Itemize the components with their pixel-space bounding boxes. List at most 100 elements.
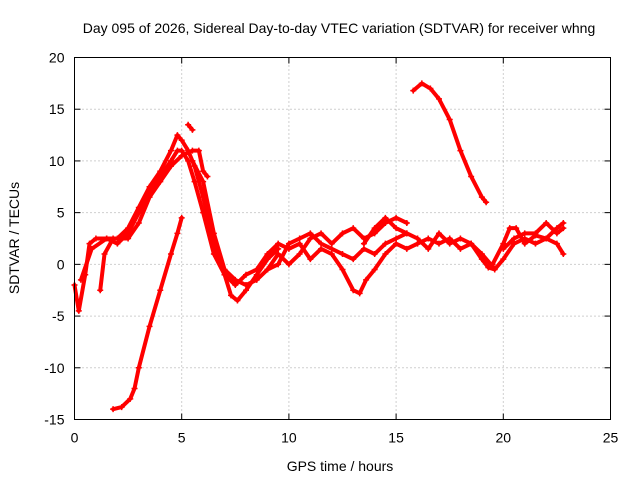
data-point bbox=[560, 219, 567, 226]
y-axis-label: SDTVAR / TECUs bbox=[6, 182, 22, 294]
data-point bbox=[167, 157, 174, 164]
data-point bbox=[318, 245, 325, 252]
data-point bbox=[178, 137, 185, 144]
data-point bbox=[485, 264, 492, 271]
data-point bbox=[403, 245, 410, 252]
data-point bbox=[285, 261, 292, 268]
chart-title: Day 095 of 2026, Sidereal Day-to-day VTE… bbox=[83, 20, 596, 36]
data-point bbox=[200, 168, 207, 175]
x-tick-label: 25 bbox=[603, 430, 619, 446]
series-line bbox=[111, 215, 184, 412]
data-point bbox=[435, 240, 442, 247]
data-point bbox=[131, 385, 138, 392]
data-point bbox=[414, 240, 421, 247]
data-point bbox=[393, 235, 400, 242]
data-point bbox=[446, 116, 453, 123]
data-point bbox=[360, 240, 367, 247]
data-point bbox=[253, 266, 260, 273]
data-point bbox=[101, 251, 108, 258]
data-point bbox=[127, 395, 134, 402]
data-point bbox=[382, 240, 389, 247]
y-tick-label: 10 bbox=[49, 153, 65, 169]
data-point bbox=[382, 251, 389, 258]
data-point bbox=[318, 230, 325, 237]
data-point bbox=[178, 214, 185, 221]
data-point bbox=[135, 219, 142, 226]
data-point bbox=[521, 230, 528, 237]
series-track-i bbox=[360, 214, 410, 247]
x-tick-label: 10 bbox=[281, 430, 297, 446]
data-point bbox=[189, 126, 196, 133]
data-point bbox=[350, 225, 357, 232]
data-point bbox=[339, 266, 346, 273]
data-point bbox=[425, 245, 432, 252]
data-point bbox=[110, 235, 117, 242]
data-point bbox=[264, 266, 271, 273]
data-point bbox=[457, 235, 464, 242]
data-point bbox=[393, 225, 400, 232]
data-point bbox=[275, 261, 282, 268]
series-track-c bbox=[97, 147, 211, 294]
data-point bbox=[363, 276, 370, 283]
series-track-e bbox=[110, 214, 185, 413]
data-point bbox=[513, 225, 520, 232]
data-point bbox=[356, 290, 363, 297]
data-point bbox=[146, 183, 153, 190]
data-point bbox=[307, 256, 314, 263]
data-point bbox=[500, 256, 507, 263]
data-point bbox=[307, 230, 314, 237]
data-point bbox=[296, 251, 303, 258]
series-line bbox=[265, 231, 495, 272]
x-tick-label: 20 bbox=[496, 430, 512, 446]
data-point bbox=[125, 225, 132, 232]
series-track-d bbox=[185, 121, 196, 133]
data-point bbox=[532, 230, 539, 237]
data-point bbox=[328, 240, 335, 247]
data-point bbox=[491, 266, 498, 273]
y-tick-label: -15 bbox=[44, 412, 64, 428]
data-point bbox=[86, 240, 93, 247]
data-point bbox=[553, 230, 560, 237]
data-point bbox=[210, 230, 217, 237]
data-point bbox=[88, 245, 95, 252]
data-point bbox=[414, 235, 421, 242]
data-point bbox=[418, 80, 425, 87]
data-point bbox=[307, 235, 314, 242]
data-point bbox=[339, 251, 346, 258]
data-point bbox=[403, 219, 410, 226]
data-point bbox=[553, 225, 560, 232]
data-point bbox=[483, 199, 490, 206]
data-point bbox=[243, 282, 250, 289]
data-point bbox=[204, 173, 211, 180]
y-tick-labels: -15 -10 -5 0 5 10 15 20 bbox=[44, 50, 64, 428]
data-point bbox=[97, 287, 104, 294]
data-point bbox=[157, 287, 164, 294]
data-point bbox=[185, 121, 192, 128]
data-point bbox=[468, 173, 475, 180]
data-point bbox=[135, 364, 142, 371]
data-point bbox=[264, 251, 271, 258]
y-tick-label: -10 bbox=[44, 360, 64, 376]
data-point bbox=[457, 147, 464, 154]
series-line bbox=[254, 236, 566, 296]
x-tick-label: 5 bbox=[178, 430, 186, 446]
data-point bbox=[339, 230, 346, 237]
data-point bbox=[275, 240, 282, 247]
data-point bbox=[371, 225, 378, 232]
x-tick-label: 0 bbox=[71, 430, 79, 446]
data-point bbox=[189, 157, 196, 164]
data-point bbox=[532, 240, 539, 247]
data-point bbox=[446, 235, 453, 242]
data-point bbox=[243, 271, 250, 278]
data-point bbox=[543, 219, 550, 226]
data-point bbox=[275, 245, 282, 252]
data-point bbox=[103, 235, 110, 242]
data-point bbox=[296, 240, 303, 247]
x-axis-label: GPS time / hours bbox=[287, 458, 394, 474]
series-line bbox=[78, 133, 281, 303]
y-tick-label: 20 bbox=[49, 50, 65, 66]
data-point bbox=[191, 178, 198, 185]
data-point bbox=[114, 240, 121, 247]
data-series bbox=[71, 80, 567, 413]
